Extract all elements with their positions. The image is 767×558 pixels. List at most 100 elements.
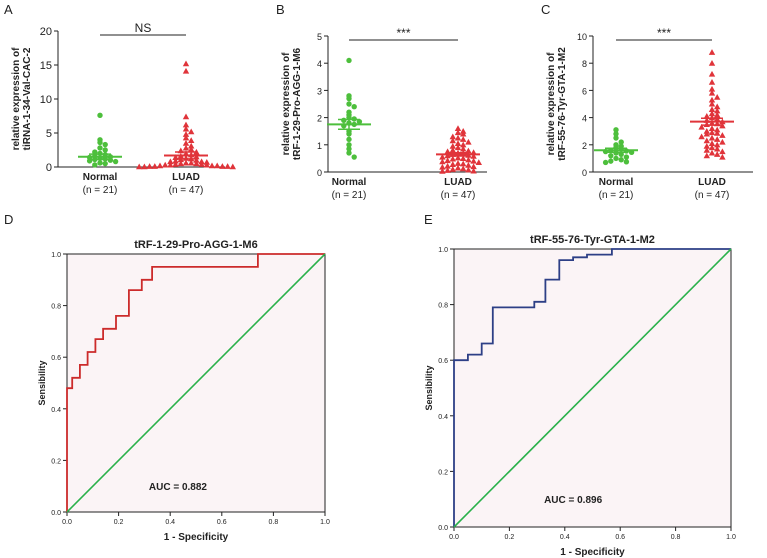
data-point <box>703 130 710 137</box>
data-point <box>172 161 179 167</box>
data-point <box>102 147 108 153</box>
data-point <box>708 144 716 151</box>
data-point <box>714 111 721 118</box>
data-point <box>613 131 619 137</box>
data-point <box>708 70 716 77</box>
category-label: Normal <box>83 172 118 183</box>
y-axis-label: relative expression oftRF-1-29-Pro-AGG-1… <box>281 47 303 160</box>
data-point <box>92 162 98 168</box>
y-tick-label: 0.6 <box>51 355 61 362</box>
panel-label-b: B <box>276 2 285 17</box>
data-point <box>460 136 467 142</box>
data-point <box>346 142 352 148</box>
y-tick-label: 6 <box>582 86 587 96</box>
data-point <box>470 163 477 170</box>
data-point <box>182 113 190 120</box>
data-point <box>449 161 456 167</box>
data-point <box>182 67 190 74</box>
category-label: Normal <box>332 177 367 188</box>
data-point <box>182 131 190 137</box>
panel-label-a: A <box>4 2 13 17</box>
data-point <box>714 151 721 157</box>
data-point <box>708 129 716 136</box>
data-point <box>346 131 352 137</box>
data-point <box>465 138 472 145</box>
y-tick-label: 2 <box>317 114 322 124</box>
data-point <box>618 157 624 163</box>
category-n-label: (n = 47) <box>441 190 476 201</box>
data-point <box>454 154 462 161</box>
data-point <box>188 146 195 152</box>
chart-title: tRF-55-76-Tyr-GTA-1-M2 <box>530 234 655 246</box>
y-tick-label: 8 <box>582 59 587 69</box>
y-tick-label: 0.8 <box>51 304 61 311</box>
data-point <box>156 162 164 169</box>
x-tick-label: 1.0 <box>726 534 736 541</box>
data-point <box>460 155 467 161</box>
data-point <box>346 95 352 102</box>
y-tick-label: 0.8 <box>438 303 448 310</box>
data-point <box>188 142 195 149</box>
data-point <box>714 130 721 136</box>
y-axis-label: relative expression oftiRNA-1-34-Val-CAC… <box>11 47 33 150</box>
data-point <box>97 112 103 119</box>
data-point <box>341 117 347 124</box>
data-point <box>470 167 477 174</box>
data-point <box>167 158 174 165</box>
category-label: LUAD <box>444 177 472 188</box>
category-label: LUAD <box>172 172 200 183</box>
x-tick-label: 0.0 <box>62 519 72 526</box>
data-point <box>703 113 710 119</box>
data-point <box>465 156 472 163</box>
data-point <box>449 137 456 144</box>
data-point <box>214 162 221 169</box>
x-axis-label: 1 - Specificity <box>164 532 229 543</box>
data-point <box>102 160 108 167</box>
data-point <box>608 152 614 159</box>
data-point <box>141 163 148 170</box>
data-point <box>714 107 721 114</box>
data-point <box>439 153 446 160</box>
data-point <box>708 149 716 156</box>
data-point <box>708 134 716 141</box>
data-point <box>439 158 446 165</box>
data-point <box>219 163 226 169</box>
x-tick-label: 0.4 <box>165 519 175 526</box>
data-point <box>208 162 216 169</box>
x-tick-label: 0.2 <box>505 534 515 541</box>
y-tick-label: 10 <box>40 94 52 106</box>
data-point <box>460 145 467 152</box>
data-point <box>454 160 462 166</box>
y-axis-label-line: relative expression of <box>281 52 292 155</box>
data-point <box>618 139 624 145</box>
data-point <box>708 60 716 66</box>
data-point <box>698 133 705 140</box>
data-point <box>454 144 462 151</box>
y-tick-label: 4 <box>317 59 322 69</box>
data-point <box>97 139 103 146</box>
data-point <box>708 100 716 107</box>
x-tick-label: 0.0 <box>449 534 459 541</box>
data-point <box>146 163 153 169</box>
chart-b: 0 1 2 3 4 5 relative expression oftRF-1-29-Pro… <box>281 26 487 201</box>
data-point <box>229 163 236 170</box>
data-point <box>708 89 716 96</box>
y-tick-label: 5 <box>317 32 322 42</box>
x-tick-label: 0.8 <box>671 534 681 541</box>
data-point <box>172 157 179 164</box>
y-tick-label: 1.0 <box>51 252 61 259</box>
chart-a: 0 5 10 15 20 relative expression oftiRNA-1-34… <box>11 21 236 196</box>
data-point <box>708 49 716 55</box>
data-point <box>167 161 174 168</box>
y-axis-label: relative expression oftRF-55-76-Tyr-GTA-… <box>546 47 568 161</box>
auc-label: AUC = 0.896 <box>544 495 603 506</box>
data-point <box>470 157 477 164</box>
roc-curve <box>66 253 325 512</box>
x-tick-label: 1.0 <box>320 519 330 526</box>
data-point <box>460 160 467 167</box>
y-tick-label: 4 <box>582 114 587 124</box>
data-point <box>708 106 716 112</box>
data-point <box>465 147 472 154</box>
